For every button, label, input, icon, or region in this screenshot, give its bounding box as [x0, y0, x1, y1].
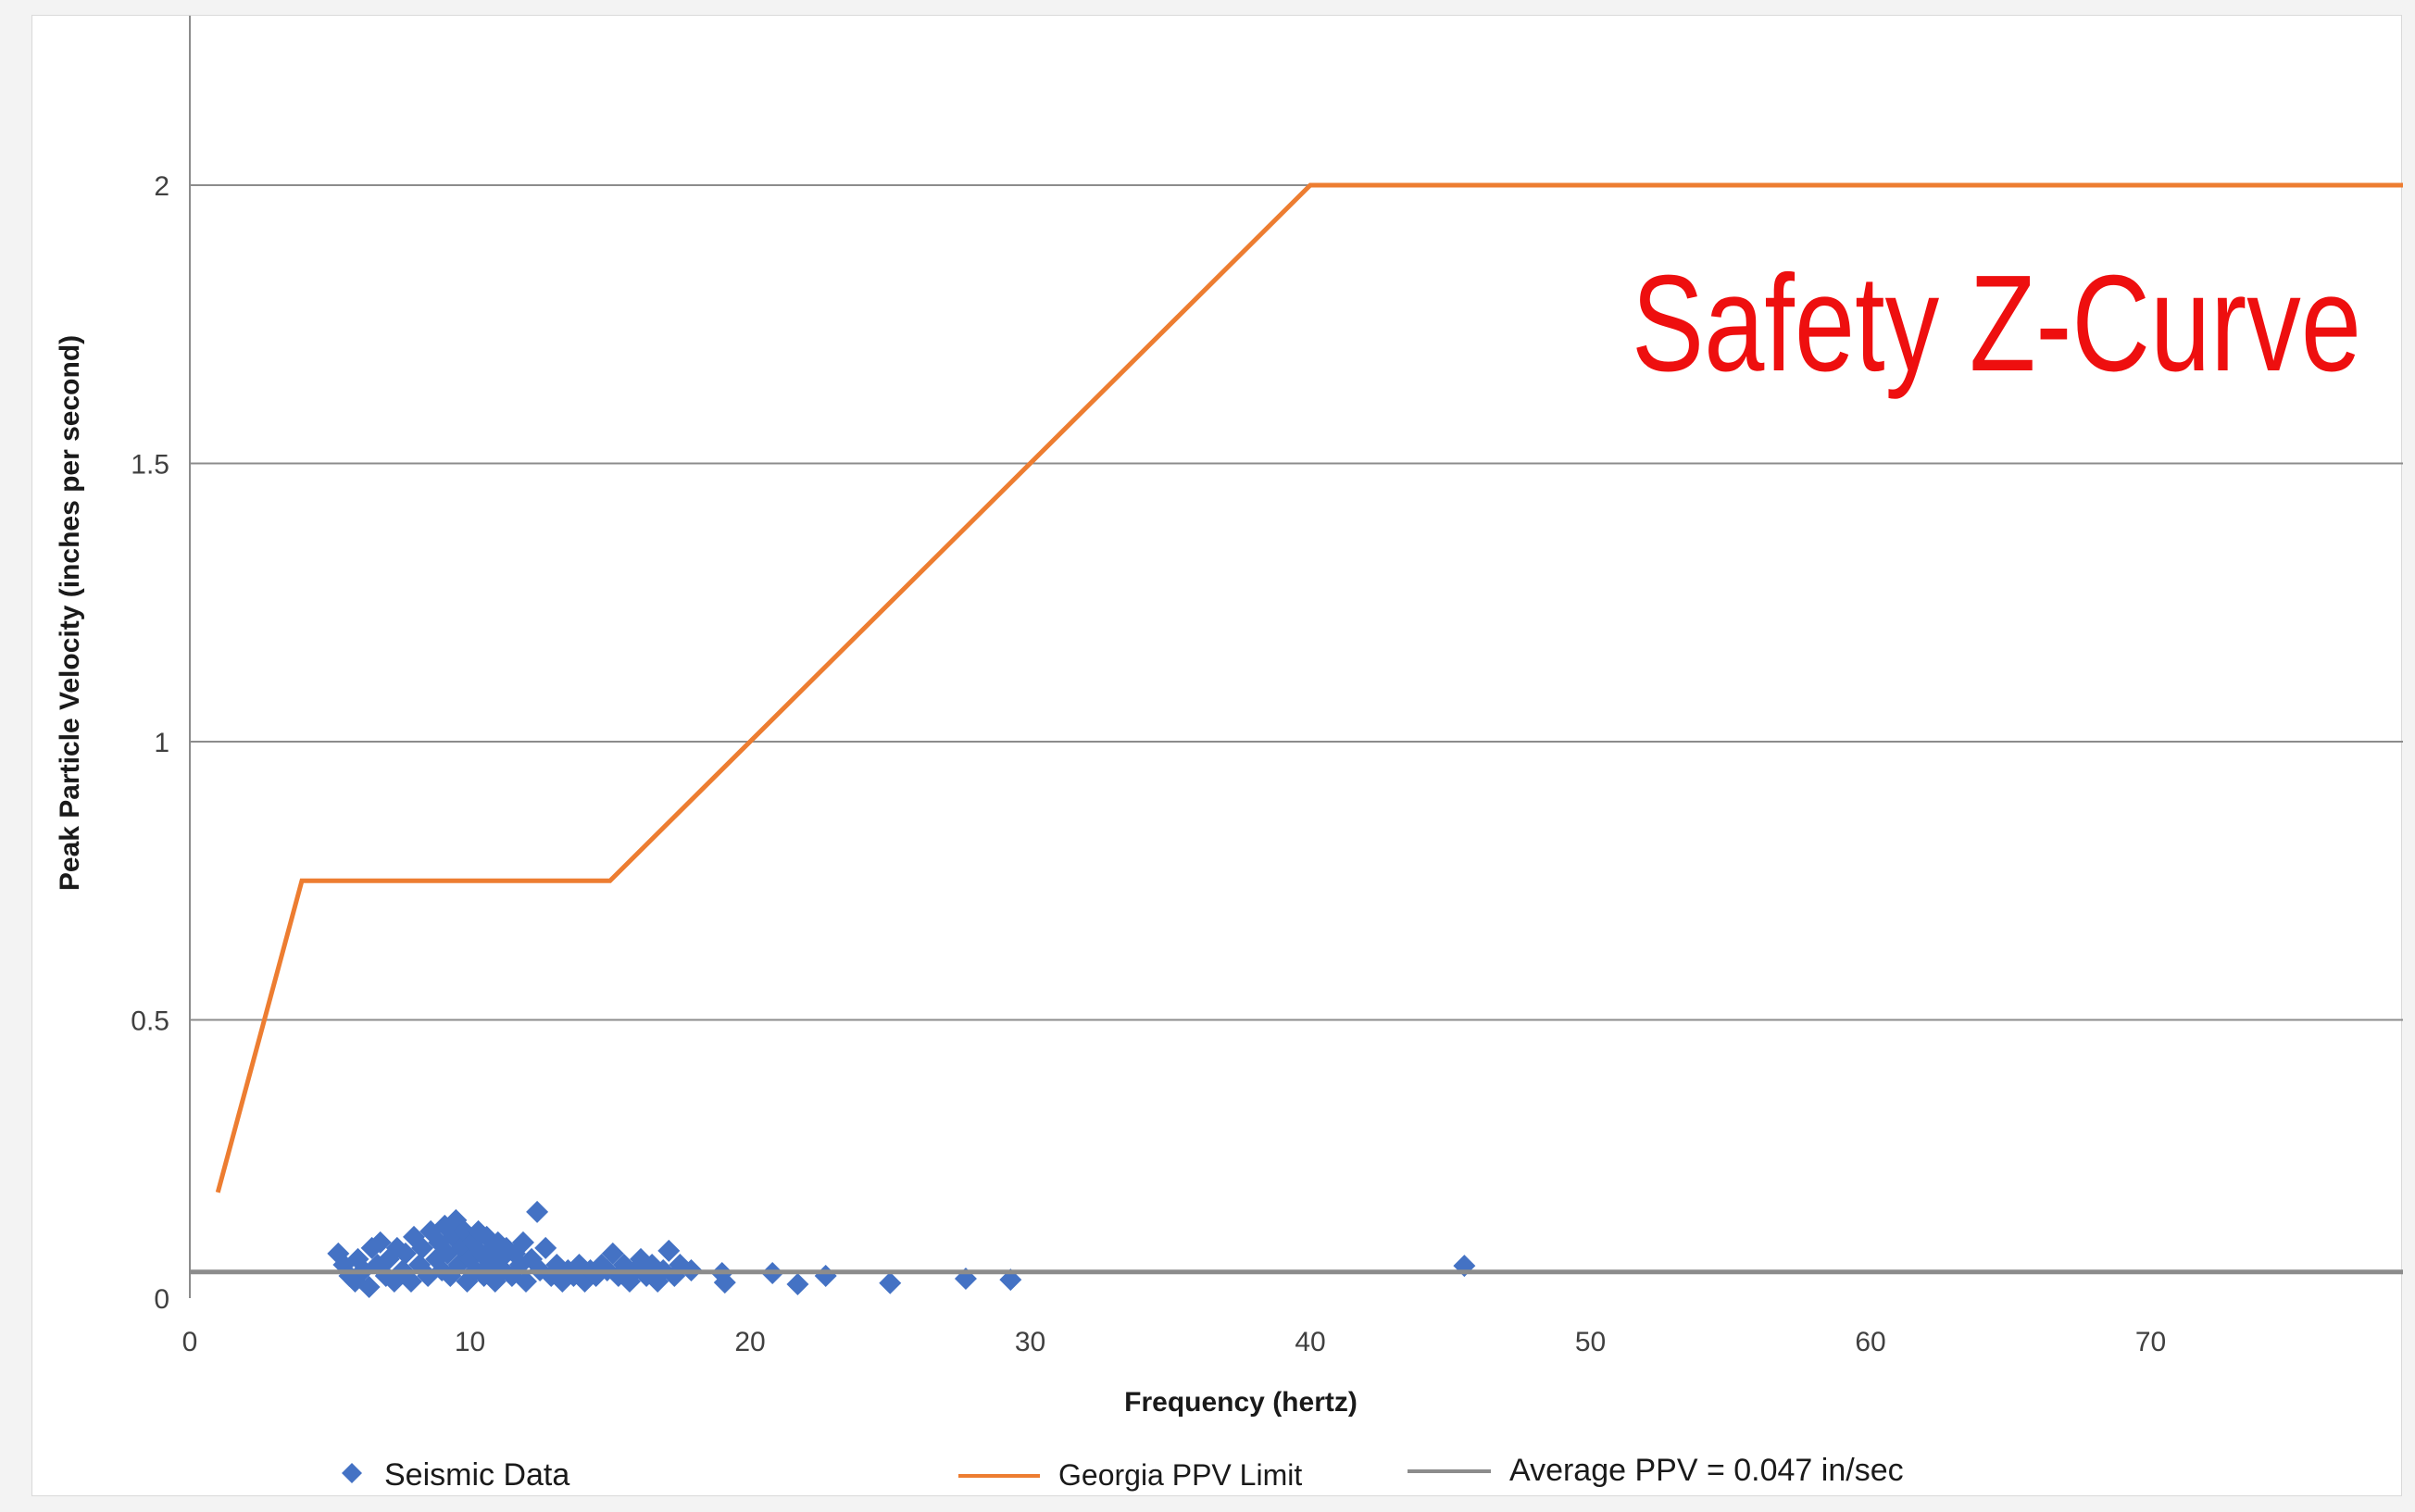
chart-annotation: Safety Z-Curve	[1632, 247, 2361, 400]
seismic-data-point-35	[461, 1231, 484, 1254]
seismic-data-point-54	[526, 1200, 549, 1223]
x-tick-label-0: 0	[182, 1327, 198, 1357]
seismic-data-point-68	[601, 1242, 624, 1265]
x-tick-label-40: 40	[1295, 1327, 1325, 1357]
y-tick-label-2: 2	[154, 171, 169, 202]
legend-marker-seismic-data	[342, 1463, 362, 1483]
legend-item-average-ppv: Average PPV = 0.047 in/sec	[1408, 1453, 1904, 1488]
y-tick-label-1.5: 1.5	[131, 450, 169, 481]
seismic-data-point-19	[411, 1236, 434, 1259]
lines-layer	[190, 182, 2403, 1275]
seismic-data-point-83	[713, 1271, 736, 1294]
seismic-data-point-85	[786, 1272, 809, 1295]
legend-label-georgia-ppv-limit: Georgia PPV Limit	[1058, 1458, 1302, 1492]
seismic-data-point-87	[879, 1271, 902, 1294]
x-tick-labels: 0102030405060708	[182, 1327, 2167, 1357]
chart-svg: 00.511.52 0102030405060708 Frequency (he…	[55, 16, 2403, 1493]
legend: Seismic Data Georgia PPV Limit Average P…	[342, 1453, 1904, 1493]
seismic-data-point-40	[475, 1225, 498, 1248]
seismic-data-point-78	[657, 1239, 681, 1262]
seismic-data-point-6	[357, 1275, 381, 1298]
legend-item-seismic-data: Seismic Data	[342, 1457, 569, 1493]
x-tick-label-50: 50	[1575, 1327, 1606, 1357]
chart-frame: 00.511.52 0102030405060708 Frequency (he…	[31, 15, 2403, 1496]
legend-label-average-ppv: Average PPV = 0.047 in/sec	[1509, 1453, 1904, 1488]
seismic-data-point-15	[394, 1242, 417, 1265]
x-tick-label-20: 20	[734, 1327, 765, 1357]
seismic-data-point-56	[534, 1236, 557, 1259]
seismic-data-point-86	[814, 1264, 837, 1287]
legend-item-georgia-ppv-limit: Georgia PPV Limit	[958, 1458, 1302, 1492]
seismic-data-point-16	[399, 1269, 422, 1293]
y-axis-title: Peak Particle Velocity (inches per secon…	[55, 335, 85, 891]
seismic-data-point-51	[511, 1231, 534, 1254]
y-tick-label-1: 1	[154, 728, 169, 758]
x-tick-label-30: 30	[1015, 1327, 1045, 1357]
x-tick-label-60: 60	[1855, 1327, 1885, 1357]
legend-label-seismic-data: Seismic Data	[384, 1457, 569, 1493]
seismic-data-point-52	[515, 1269, 537, 1293]
y-tick-labels: 0 0.5 1 1.5 2	[131, 171, 169, 1315]
y-tick-label-0.5: 0.5	[131, 1006, 169, 1037]
y-tick-label-0: 0	[154, 1284, 169, 1315]
x-tick-label-10: 10	[455, 1327, 485, 1357]
seismic-data-point-9	[369, 1231, 392, 1254]
x-axis-title: Frequency (hertz)	[1124, 1387, 1358, 1418]
georgia-ppv-limit-line	[215, 182, 2403, 1193]
seismic-data-point-45	[489, 1247, 512, 1270]
x-tick-label-70: 70	[2135, 1327, 2166, 1357]
points-layer	[327, 1200, 1476, 1298]
